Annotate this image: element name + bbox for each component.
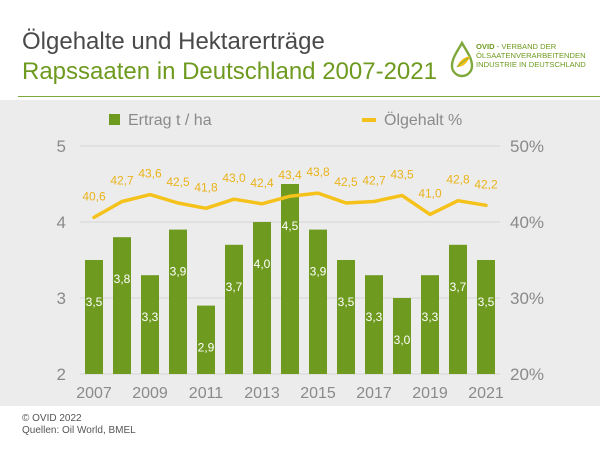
y-left-tick-label: 4	[57, 213, 66, 232]
bar-labels-group: 3,5 3,8 3,3 3,9 2,9 3,7 4,0 4,5 3,9 3,5 3,3 3,0 3,3 3…	[86, 219, 495, 355]
x-tick-label: 2011	[189, 385, 224, 402]
line-value-label: 42,7	[362, 173, 386, 187]
header-divider	[18, 96, 600, 97]
line-value-label: 43,5	[390, 167, 414, 181]
y-right-tick-label: 20%	[510, 365, 544, 384]
line-value-label: 41,0	[418, 186, 442, 200]
bar	[477, 260, 495, 374]
bar	[169, 229, 187, 374]
logo-line2: ÖLSAATENVERARBEITENDEN	[476, 51, 586, 60]
line-value-label: 42,4	[250, 176, 274, 190]
bar-value-label: 3,0	[394, 333, 411, 347]
bar-value-label: 3,9	[170, 265, 187, 279]
bar	[113, 237, 131, 374]
line-value-label: 43,8	[306, 165, 330, 179]
line-value-label: 43,4	[278, 168, 302, 182]
legend: Ertrag t / ha Ölgehalt %	[109, 111, 462, 129]
bar-value-label: 3,3	[422, 310, 439, 324]
y-left-tick-label: 2	[57, 365, 66, 384]
x-tick-label: 2017	[356, 385, 392, 402]
legend-swatch-bar	[109, 114, 120, 125]
bar	[141, 275, 159, 374]
x-tick-label: 2021	[468, 385, 504, 402]
chart-title-line1: Ölgehalte und Hektarerträge	[22, 28, 325, 55]
y-right-tick-label: 40%	[510, 213, 544, 232]
line-value-label: 40,6	[82, 189, 106, 203]
y-right-tick-label: 50%	[510, 137, 544, 156]
bar	[393, 298, 411, 374]
bar-value-label: 3,5	[86, 295, 103, 309]
logo-line1: - VERBAND DER	[494, 42, 557, 51]
legend-label-ertrag: Ertrag t / ha	[128, 112, 212, 129]
bar	[337, 260, 355, 374]
y-left-tick-label: 3	[57, 289, 66, 308]
bar	[449, 244, 467, 374]
chart-title-line2: Rapssaaten in Deutschland 2007-2021	[22, 58, 437, 85]
bar	[85, 260, 103, 374]
y-left-tick-label: 5	[57, 137, 66, 156]
line-group	[92, 191, 488, 220]
bar-value-label: 3,3	[366, 310, 383, 324]
line-value-label: 43,6	[138, 167, 162, 181]
bar	[309, 229, 327, 374]
x-tick-label: 2019	[412, 385, 448, 402]
ovid-logo: OVID - VERBAND DER ÖLSAATENVERARBEITENDE…	[448, 40, 596, 80]
x-tick-label: 2015	[300, 385, 336, 402]
x-tick-label: 2013	[244, 385, 280, 402]
copyright: © OVID 2022	[22, 413, 82, 424]
bar-value-label: 4,0	[254, 257, 271, 271]
line-value-label: 42,8	[446, 173, 470, 187]
y-right-tick-label: 30%	[510, 289, 544, 308]
bar-value-label: 3,8	[114, 272, 131, 286]
bar-value-label: 4,5	[282, 219, 299, 233]
line-value-label: 41,8	[194, 180, 218, 194]
bar	[197, 305, 215, 374]
bar-value-label: 3,3	[142, 310, 159, 324]
x-axis: 2007 2009 2011 2013 2015 2017 2019 2021	[76, 385, 504, 402]
bar-value-label: 3,5	[338, 295, 355, 309]
bar-value-label: 3,7	[226, 280, 243, 294]
line-labels-group: 40,6 42,7 43,6 42,5 41,8 43,0 42,4 43,4 43,8 42,5…	[82, 165, 498, 203]
bar-value-label: 3,9	[310, 265, 327, 279]
bar	[421, 275, 439, 374]
footer: © OVID 2022 Quellen: Oil World, BMEL	[22, 413, 136, 437]
bar-value-label: 3,7	[450, 280, 467, 294]
line-value-label: 42,5	[334, 175, 358, 189]
y-axis-left: 2 3 4 5	[57, 137, 66, 384]
logo-org: OVID	[476, 42, 495, 51]
legend-label-oelgehalt: Ölgehalt %	[384, 111, 462, 129]
bar	[253, 222, 271, 374]
bar-value-label: 2,9	[198, 341, 215, 355]
series-line-oelgehalt	[92, 191, 488, 220]
combo-chart: 3,5 3,8 3,3 3,9 2,9 3,7 4,0 4,5 3,9 3,5 3,3 3,0 3,3 3…	[0, 100, 600, 406]
line-value-label: 43,0	[222, 171, 246, 185]
y-axis-right: 20% 30% 40% 50%	[510, 137, 544, 384]
sources: Quellen: Oil World, BMEL	[22, 425, 136, 436]
bar	[225, 244, 243, 374]
logo-text: OVID - VERBAND DER ÖLSAATENVERARBEITENDE…	[476, 42, 586, 69]
line-value-label: 42,7	[110, 173, 134, 187]
line-value-label: 42,5	[166, 175, 190, 189]
x-tick-label: 2007	[76, 385, 112, 402]
line-value-label: 42,2	[474, 177, 498, 191]
logo-line3: INDUSTRIE IN DEUTSCHLAND	[476, 60, 586, 69]
bar	[365, 275, 383, 374]
bars-group	[85, 184, 495, 374]
oil-drop-leaf-icon	[450, 40, 474, 78]
bar-value-label: 3,5	[478, 295, 495, 309]
bar	[281, 184, 299, 374]
x-tick-label: 2009	[132, 385, 168, 402]
